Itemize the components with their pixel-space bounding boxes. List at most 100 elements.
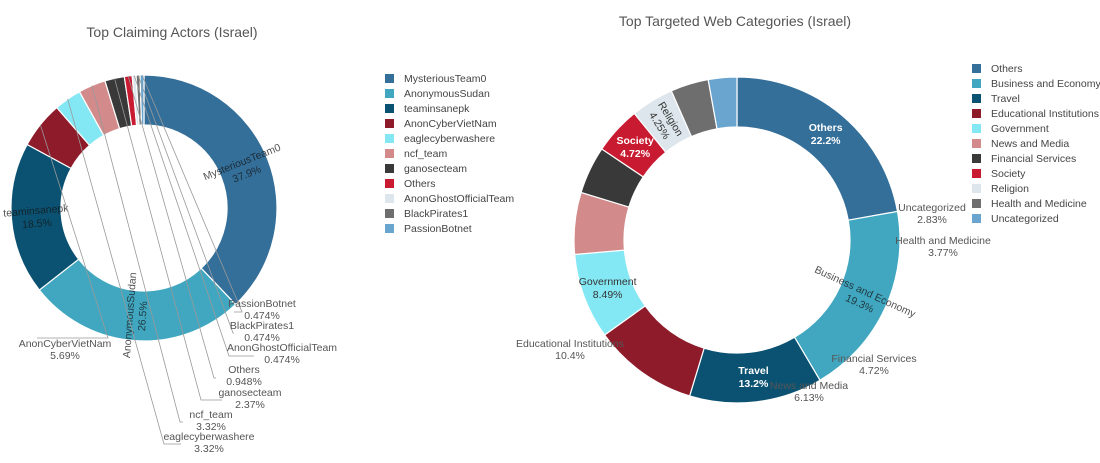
outside-value-label-others: 0.948% — [226, 376, 262, 388]
chart-title: Top Claiming Actors (Israel) — [86, 24, 257, 40]
slice-name-label: teaminsanepk — [3, 202, 70, 219]
outside-value-label-uncategorized: 2.83% — [917, 214, 947, 226]
donut-slices — [573, 76, 901, 404]
outside-value-label-ncf-team: 3.32% — [196, 421, 226, 433]
legend-label-passionbotnet[interactable]: PassionBotnet — [404, 223, 472, 235]
slice-value-label: 8.49% — [593, 289, 623, 301]
legend: Others Business and Economy Travel Educatio… — [972, 63, 1100, 225]
slice-name-label: Travel — [738, 365, 768, 377]
outside-value-label-anonghostofficialteam: 0.474% — [264, 354, 300, 366]
outside-name-label-others: Others — [228, 364, 260, 376]
legend-swatch-anoncybervietnam — [385, 119, 394, 128]
legend-label-religion[interactable]: Religion — [991, 183, 1029, 195]
outside-name-label-blackpirates1: BlackPirates1 — [230, 320, 294, 332]
outside-value-label-health-and-medicine: 3.77% — [928, 247, 958, 259]
outside-value-label-educational-institutions: 10.4% — [555, 350, 585, 362]
legend-label-ncf-team[interactable]: ncf_team — [404, 148, 447, 160]
legend-swatch-ganosecteam — [385, 164, 394, 173]
legend-swatch-anonghostofficialteam — [385, 194, 394, 203]
leader-line — [91, 85, 183, 423]
legend-label-teaminsanepk[interactable]: teaminsanepk — [404, 103, 470, 115]
legend-swatch-financial-services — [972, 154, 981, 163]
legend-label-anonymoussudan[interactable]: AnonymousSudan — [404, 88, 490, 100]
legend-swatch-uncategorized — [972, 214, 981, 223]
slice-others[interactable] — [736, 76, 899, 221]
outside-value-label-passionbotnet: 0.474% — [244, 310, 280, 322]
outside-name-label-eaglecyberwashere: eaglecyberwashere — [163, 431, 254, 443]
legend-label-news-and-media[interactable]: News and Media — [991, 138, 1069, 150]
outside-value-label-financial-services: 4.72% — [859, 365, 889, 377]
outside-name-label-anoncybervietnam: AnonCyberVietNam — [19, 338, 112, 350]
chart-actors: Top Claiming Actors (Israel) MysteriousT… — [3, 24, 515, 455]
legend-swatch-anonymoussudan — [385, 89, 394, 98]
leader-line — [137, 74, 234, 334]
legend-label-travel[interactable]: Travel — [991, 93, 1020, 105]
outside-name-label-ganosecteam: ganosecteam — [218, 387, 281, 399]
legend-swatch-mysteriousteam0 — [385, 74, 394, 83]
legend-label-educational-institutions[interactable]: Educational Institutions — [991, 108, 1099, 120]
legend-swatch-others — [385, 179, 394, 188]
donut-slices — [10, 74, 278, 342]
legend-swatch-others — [972, 64, 981, 73]
leader-line — [37, 124, 109, 339]
legend-label-others[interactable]: Others — [991, 63, 1023, 75]
legend-swatch-health-and-medicine — [972, 199, 981, 208]
legend-label-anoncybervietnam[interactable]: AnonCyberVietNam — [404, 118, 497, 130]
slice-value-label: 22.2% — [811, 135, 841, 147]
chart-title: Top Targeted Web Categories (Israel) — [619, 13, 851, 29]
slice-name-label: Government — [579, 276, 637, 288]
outside-value-label-blackpirates1: 0.474% — [244, 332, 280, 344]
legend-swatch-society — [972, 169, 981, 178]
legend-swatch-travel — [972, 94, 981, 103]
legend-swatch-passionbotnet — [385, 224, 394, 233]
legend-swatch-business-and-economy — [972, 79, 981, 88]
outside-name-label-ncf-team: ncf_team — [189, 409, 232, 421]
legend-label-society[interactable]: Society — [991, 168, 1026, 180]
legend-label-health-and-medicine[interactable]: Health and Medicine — [991, 198, 1087, 210]
legend-label-mysteriousteam0[interactable]: MysteriousTeam0 — [404, 73, 486, 85]
chart-categories: Top Targeted Web Categories (Israel) Oth… — [516, 13, 1100, 404]
outside-name-label-health-and-medicine: Health and Medicine — [895, 235, 991, 247]
outside-name-label-uncategorized: Uncategorized — [898, 202, 966, 214]
slice-value-label: 13.2% — [739, 378, 769, 390]
outside-name-label-news-and-media: News and Media — [770, 380, 848, 392]
legend-swatch-news-and-media — [972, 139, 981, 148]
legend-swatch-religion — [972, 184, 981, 193]
slice-value-label: 26.5% — [136, 301, 150, 332]
legend-label-uncategorized[interactable]: Uncategorized — [991, 213, 1059, 225]
legend-label-anonghostofficialteam[interactable]: AnonGhostOfficialTeam — [404, 193, 514, 205]
slice-value-label: 18.5% — [22, 217, 53, 231]
outside-name-label-educational-institutions: Educational Institutions — [516, 338, 624, 350]
leader-line — [114, 78, 222, 401]
legend-swatch-eaglecyberwashere — [385, 134, 394, 143]
legend-label-eaglecyberwashere[interactable]: eaglecyberwashere — [404, 133, 495, 145]
legend-swatch-government — [972, 124, 981, 133]
legend-label-others[interactable]: Others — [404, 178, 436, 190]
outside-value-label-news-and-media: 6.13% — [794, 392, 824, 404]
legend-label-government[interactable]: Government — [991, 123, 1049, 135]
legend-label-ganosecteam[interactable]: ganosecteam — [404, 163, 467, 175]
legend-label-blackpirates1[interactable]: BlackPirates1 — [404, 208, 468, 220]
legend-label-financial-services[interactable]: Financial Services — [991, 153, 1076, 165]
legend-swatch-educational-institutions — [972, 109, 981, 118]
legend-swatch-teaminsanepk — [385, 104, 394, 113]
slice-mysteriousteam0[interactable] — [143, 74, 278, 306]
slice-uncategorized[interactable] — [707, 76, 738, 130]
legend-label-business-and-economy[interactable]: Business and Economy — [991, 78, 1100, 90]
slice-name-label: Others — [809, 122, 843, 134]
outside-value-label-anoncybervietnam: 5.69% — [50, 350, 80, 362]
slice-name-label: Society — [616, 135, 654, 147]
leader-line — [133, 75, 254, 357]
outside-name-label-passionbotnet: PassionBotnet — [228, 298, 296, 310]
slice-anonymoussudan[interactable] — [38, 258, 237, 342]
legend-swatch-ncf-team — [385, 149, 394, 158]
leader-line — [67, 98, 181, 445]
